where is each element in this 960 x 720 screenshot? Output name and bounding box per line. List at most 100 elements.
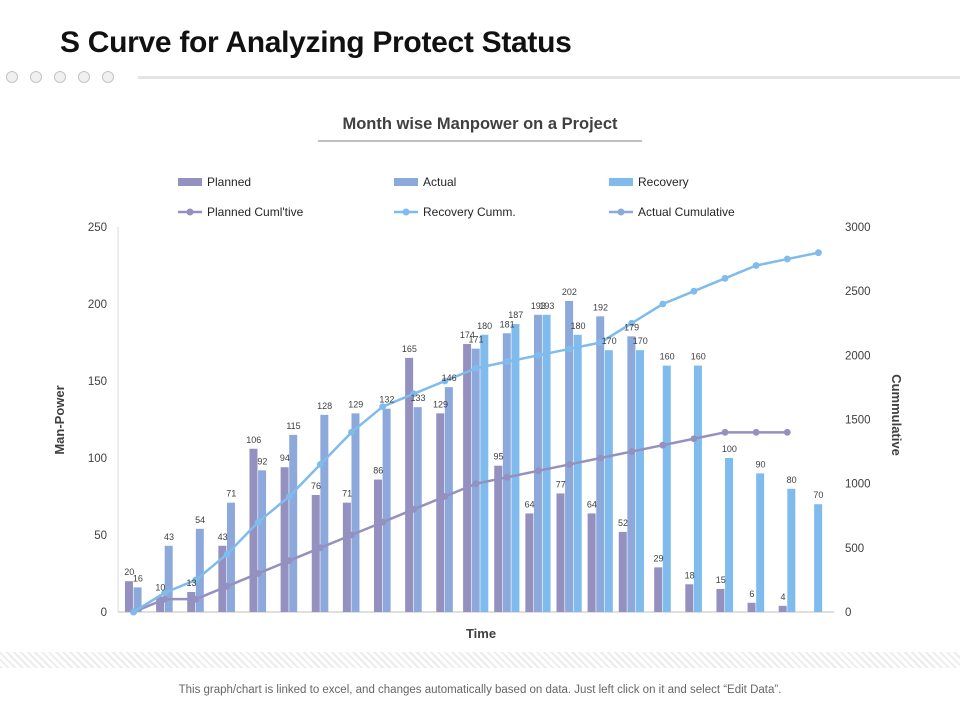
y2-tick-label: 1000 [845,479,871,491]
point-recovery_cum [316,461,324,468]
data-label-planned: 86 [373,466,383,476]
point-planned_cum [628,448,636,455]
bar-planned [494,465,503,612]
data-label-recovery: 180 [570,321,585,331]
y2-tick-label: 2500 [845,286,871,298]
legend-label-planned: Planned [207,175,251,189]
y2-tick-label: 1500 [845,415,871,427]
chart-legend: Planned Actual Recovery Planned Cuml'tive Re… [178,175,735,219]
bar-planned [342,502,351,612]
point-recovery_cum [659,300,667,308]
point-recovery_cum [192,576,200,584]
data-label-actual: 192 [593,302,608,312]
point-recovery_cum [503,358,511,366]
legend-label-recovery: Recovery [638,175,689,189]
bar-actual [226,502,235,612]
point-planned_cum [690,435,698,443]
legend-marker-actual_cum [617,208,625,216]
bar-actual [164,545,173,612]
data-label-recovery: 170 [633,336,648,346]
decorative-dots [6,71,114,83]
data-label-planned: 76 [311,481,321,491]
data-label-planned: 20 [124,567,134,577]
point-recovery_cum [721,274,729,282]
line-series-group [130,249,822,616]
legend-swatch-planned [178,178,202,186]
point-planned_cum [721,428,729,436]
point-recovery_cum [441,377,449,385]
point-planned_cum [597,454,604,462]
chart-container[interactable]: Month wise Manpower on a Project Planned… [0,100,960,648]
point-planned_cum [223,582,231,590]
point-recovery_cum [130,608,137,616]
bar-planned [778,605,787,612]
data-label-planned: 15 [716,575,726,585]
data-label-actual: 193 [531,301,546,311]
y2-tick-label: 2000 [845,350,871,362]
point-planned_cum [534,467,542,475]
point-recovery_cum [254,518,262,526]
bar-actual [320,414,329,612]
data-label-planned: 165 [402,344,417,354]
legend-marker-planned_cum [186,208,194,216]
data-label-planned: 29 [653,553,663,563]
bar-planned [618,531,627,612]
bar-actual [444,387,453,612]
y2-axis-label: Cummulative [889,374,904,456]
bar-actual [596,316,605,612]
bar-recovery [635,350,644,612]
point-planned_cum [565,461,573,468]
bar-planned [187,591,196,612]
data-label-planned: 129 [433,399,448,409]
data-label-planned: 10 [155,583,165,593]
bar-planned [654,567,663,612]
dot-icon [78,71,90,83]
y-tick-label: 250 [88,222,107,234]
bar-recovery [787,488,796,612]
header-divider [138,76,960,79]
point-planned_cum [441,493,449,500]
bar-planned [374,479,383,612]
y-tick-label: 150 [88,376,107,388]
data-label-planned: 13 [187,578,197,588]
data-label-recovery: 160 [660,352,675,362]
y2-tick-label: 0 [845,607,851,619]
data-label-recovery: 170 [602,336,617,346]
bar-planned [280,467,289,612]
bar-recovery [725,458,734,612]
point-planned_cum [472,480,480,488]
footer-note: This graph/chart is linked to excel, and… [178,684,782,696]
data-label-actual: 16 [133,573,143,583]
legend-swatch-actual [394,178,418,186]
s-curve-chart[interactable]: Month wise Manpower on a Project Planned… [0,100,960,648]
legend-label-planned_cum: Planned Cuml'tive [207,205,304,219]
point-recovery_cum [223,550,231,558]
bar-recovery [542,314,551,612]
data-label-recovery: 187 [508,310,523,320]
bar-series-group [124,300,823,612]
point-recovery_cum [815,249,822,257]
point-planned_cum [410,505,418,513]
bar-actual [413,407,422,612]
bar-actual [195,528,204,612]
chart-title: Month wise Manpower on a Project [342,115,618,133]
data-label-planned: 174 [460,330,475,340]
data-label-actual: 133 [411,393,426,403]
data-label-recovery: 90 [755,459,765,469]
point-recovery_cum [752,262,760,269]
data-label-actual: 171 [468,335,483,345]
data-label-recovery: 100 [722,444,737,454]
dot-icon [102,71,114,83]
y2-tick-label: 3000 [845,222,871,234]
bar-recovery [511,324,520,612]
bar-recovery [480,334,489,612]
point-recovery_cum [690,287,698,295]
footer-hatch-band [0,652,960,668]
data-label-planned: 64 [525,499,535,509]
data-label-actual: 71 [226,489,236,499]
point-planned_cum [348,531,355,539]
data-label-recovery: 70 [813,490,823,500]
data-label-actual: 128 [317,401,332,411]
bar-planned [311,494,320,612]
dot-icon [54,71,66,83]
